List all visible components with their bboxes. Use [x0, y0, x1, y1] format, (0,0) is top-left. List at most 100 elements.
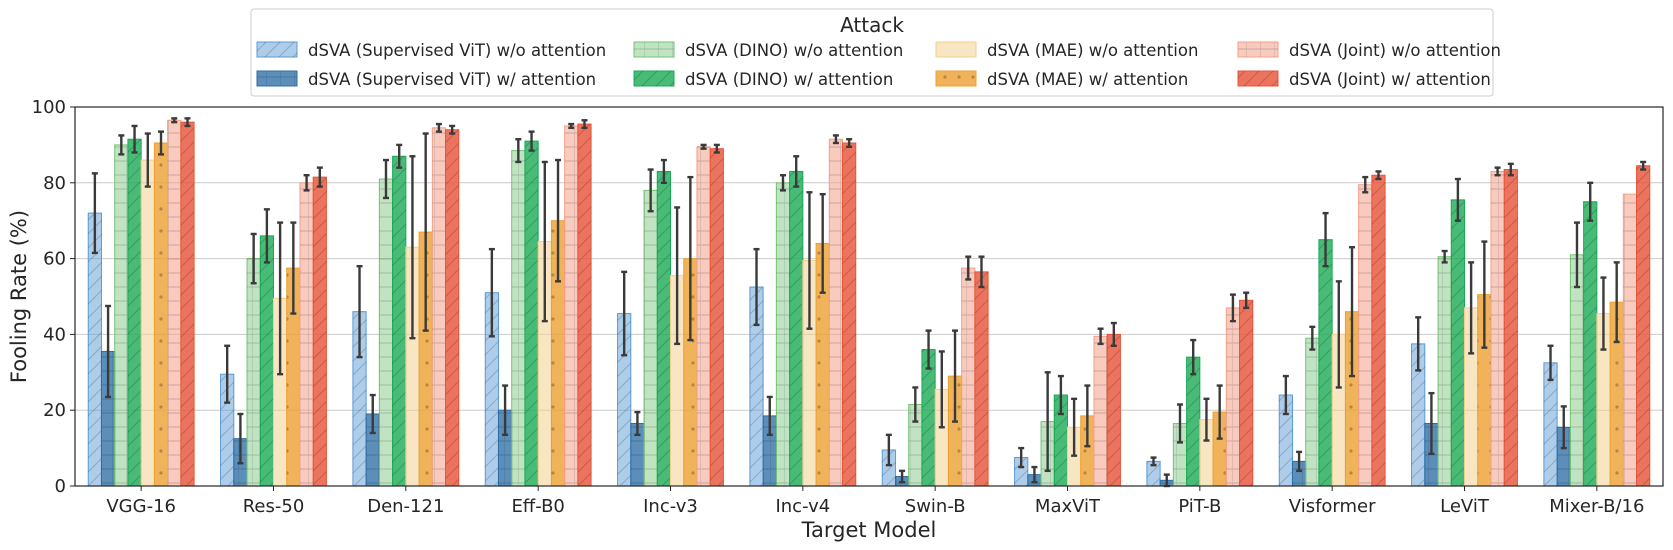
bar-hatch	[299, 182, 314, 487]
legend-item: dSVA (DINO) w/o attention	[633, 41, 903, 60]
legend-label: dSVA (Joint) w/o attention	[1289, 41, 1501, 60]
bar-hatch	[789, 171, 803, 486]
y-axis-title: Fooling Rate (%)	[7, 210, 31, 383]
y-tick-label: 100	[32, 97, 66, 118]
legend-item: dSVA (Supervised ViT) w/ attention	[256, 70, 596, 89]
bar-hatch	[1014, 457, 1028, 486]
x-tick-label: PiT-B	[1178, 496, 1221, 517]
y-tick-label: 0	[55, 476, 66, 497]
x-tick-label: Inc-v3	[643, 496, 698, 517]
bar-hatch	[511, 150, 525, 486]
bar-hatch	[1305, 338, 1319, 486]
bar-hatch	[577, 124, 592, 487]
bar-hatch	[1438, 256, 1452, 486]
bar-hatch	[1279, 395, 1293, 486]
bar-hatch	[617, 313, 631, 486]
bar-hatch	[1451, 199, 1465, 487]
legend-item: dSVA (Joint) w/ attention	[1237, 70, 1491, 89]
legend-items: dSVA (Supervised ViT) w/o attention dSVA …	[256, 41, 1501, 89]
x-tick-label: Inc-v4	[775, 496, 830, 517]
x-ticks: VGG-16 Res-50 Den-121 Eff-B0 Inc-v3 Inc-v4 Swi…	[106, 486, 1644, 517]
legend-swatch-hatch	[634, 42, 674, 57]
bar-hatch	[352, 311, 367, 486]
legend-item: dSVA (MAE) w/ attention	[935, 70, 1188, 89]
bar-hatch	[485, 292, 499, 486]
x-tick-label: Swin-B	[905, 496, 966, 517]
bar-hatch	[1226, 307, 1240, 486]
bar-hatch	[1543, 362, 1558, 486]
bar-hatch	[127, 139, 142, 486]
legend-label: dSVA (MAE) w/o attention	[987, 41, 1198, 60]
bar-hatch	[366, 413, 380, 486]
plot-frame	[74, 106, 1664, 487]
bar-hatch	[842, 143, 856, 486]
bar-hatch	[961, 268, 975, 486]
bar-hatch	[1093, 336, 1108, 486]
x-tick-label: LeViT	[1440, 496, 1490, 517]
bar-hatch	[1477, 294, 1491, 486]
bar-hatch	[644, 190, 658, 486]
bar-hatch	[1107, 334, 1121, 486]
bar-hatch	[220, 374, 234, 486]
bar-hatch	[379, 179, 393, 486]
x-axis-title: Target Model	[801, 518, 937, 542]
legend-label: dSVA (DINO) w/ attention	[685, 70, 893, 89]
bar-hatch	[432, 127, 446, 486]
x-tick-label: Den-121	[367, 496, 444, 517]
legend-label: dSVA (MAE) w/ attention	[987, 70, 1188, 89]
x-tick-label: Res-50	[243, 496, 305, 517]
bar-hatch	[180, 122, 195, 486]
bar-hatch	[286, 268, 300, 486]
bar-hatch	[101, 351, 115, 486]
legend: Attack dSVA (Supervised ViT) w/o attenti…	[250, 8, 1501, 97]
legend-swatch	[935, 41, 977, 58]
x-tick-label: MaxViT	[1035, 496, 1101, 517]
bar-hatch	[882, 449, 896, 486]
legend-item: dSVA (Supervised ViT) w/o attention	[256, 41, 606, 60]
bar-hatch	[1292, 461, 1306, 486]
bar-hatch	[1557, 427, 1571, 486]
y-ticks: 0 20 40 60 80 100	[32, 97, 75, 497]
bar-hatch	[564, 125, 578, 486]
legend-swatch-hatch	[1238, 42, 1278, 57]
error-bars	[91, 117, 1647, 488]
bar-hatch	[419, 232, 433, 486]
bar-hatch	[776, 182, 790, 487]
bar-hatch	[829, 139, 843, 486]
legend-label: dSVA (Supervised ViT) w/ attention	[308, 70, 596, 89]
legend-frame	[250, 8, 1494, 97]
legend-item: dSVA (Joint) w/o attention	[1237, 41, 1501, 60]
bar-hatch	[247, 258, 261, 486]
legend-item: dSVA (MAE) w/o attention	[935, 41, 1198, 60]
x-tick-label: Eff-B0	[511, 496, 564, 517]
bar-hatch	[763, 415, 777, 486]
bar-hatch	[1239, 300, 1253, 486]
bar-hatch	[921, 349, 936, 486]
bar-hatch	[1583, 201, 1597, 486]
bar-hatch	[1186, 357, 1200, 486]
bar-hatch	[1371, 175, 1386, 486]
bar-hatch	[1623, 194, 1637, 487]
legend-swatch-hatch	[257, 42, 297, 57]
bar-hatch	[445, 129, 459, 487]
bar-hatch	[551, 220, 565, 486]
bar-hatch	[313, 177, 327, 487]
bar-hatch	[167, 120, 181, 486]
bar	[140, 159, 155, 487]
legend-label: dSVA (DINO) w/o attention	[685, 41, 903, 60]
y-tick-label: 40	[43, 324, 66, 345]
legend-swatch-hatch	[257, 71, 297, 86]
bar-hatch	[908, 404, 922, 486]
bar-hatch	[630, 423, 645, 486]
bar-hatch	[1173, 423, 1187, 486]
x-tick-label: Visformer	[1289, 496, 1376, 517]
bar-hatch	[154, 143, 168, 486]
bar-hatch	[88, 213, 102, 486]
bar-hatch	[696, 146, 711, 487]
bar-hatch	[1345, 311, 1359, 486]
bar-hatch	[948, 376, 962, 486]
bar-hatch	[1146, 461, 1161, 486]
bars	[87, 119, 1651, 487]
legend-swatch-hatch	[936, 71, 976, 86]
legend-swatch-hatch	[634, 71, 674, 86]
